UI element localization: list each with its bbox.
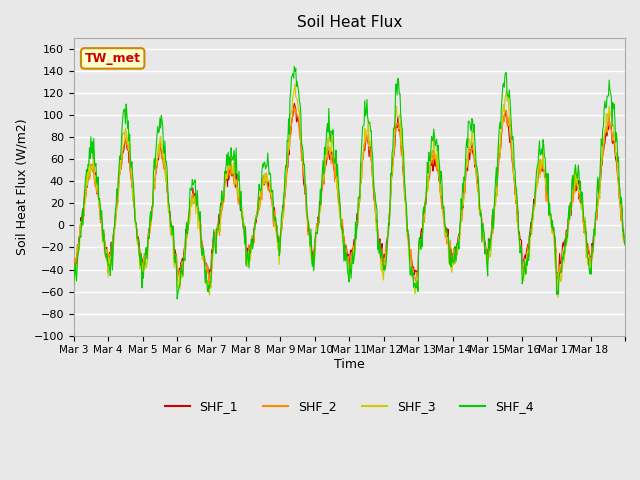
SHF_1 (438, 205, 446, 211)
SHF_1 (264, 183, 271, 189)
SHF_3 (621, 243, 629, 249)
SHF_3 (236, 192, 244, 198)
SHF_1 (237, 208, 244, 214)
SHF_4 (173, 296, 181, 302)
Line: SHF_3: SHF_3 (74, 84, 625, 298)
Y-axis label: Soil Heat Flux (W/m2): Soil Heat Flux (W/m2) (15, 119, 28, 255)
SHF_3 (291, 81, 299, 87)
SHF_3 (554, 295, 562, 300)
Legend: SHF_1, SHF_2, SHF_3, SHF_4: SHF_1, SHF_2, SHF_3, SHF_4 (159, 396, 539, 419)
Line: SHF_2: SHF_2 (74, 107, 625, 285)
SHF_2 (438, 205, 445, 211)
SHF_1 (621, 236, 629, 241)
SHF_4 (408, 264, 415, 270)
Title: Soil Heat Flux: Soil Heat Flux (296, 15, 402, 30)
SHF_3 (134, 240, 142, 246)
SHF_2 (284, 152, 292, 157)
SHF_2 (621, 233, 629, 239)
SHF_2 (263, 180, 271, 185)
SHF_3 (70, 267, 77, 273)
SHF_4 (285, 116, 292, 121)
SHF_4 (291, 63, 298, 69)
SHF_2 (291, 104, 298, 109)
SHF_1 (70, 265, 77, 271)
SHF_2 (70, 271, 77, 276)
SHF_2 (134, 239, 142, 244)
SHF_2 (407, 247, 415, 252)
Text: TW_met: TW_met (84, 52, 141, 65)
SHF_1 (134, 234, 142, 240)
SHF_1 (408, 256, 415, 262)
SHF_3 (438, 183, 445, 189)
SHF_4 (70, 282, 77, 288)
SHF_4 (621, 241, 629, 247)
SHF_4 (237, 206, 244, 212)
SHF_3 (407, 264, 415, 270)
SHF_1 (173, 276, 181, 281)
SHF_1 (291, 100, 298, 106)
SHF_1 (285, 144, 292, 150)
Line: SHF_1: SHF_1 (74, 103, 625, 278)
SHF_4 (438, 195, 446, 201)
SHF_2 (236, 194, 244, 200)
SHF_2 (553, 282, 561, 288)
SHF_4 (264, 150, 271, 156)
SHF_4 (134, 239, 142, 245)
SHF_3 (263, 172, 271, 178)
SHF_3 (284, 156, 292, 162)
X-axis label: Time: Time (334, 358, 365, 371)
Line: SHF_4: SHF_4 (74, 66, 625, 299)
